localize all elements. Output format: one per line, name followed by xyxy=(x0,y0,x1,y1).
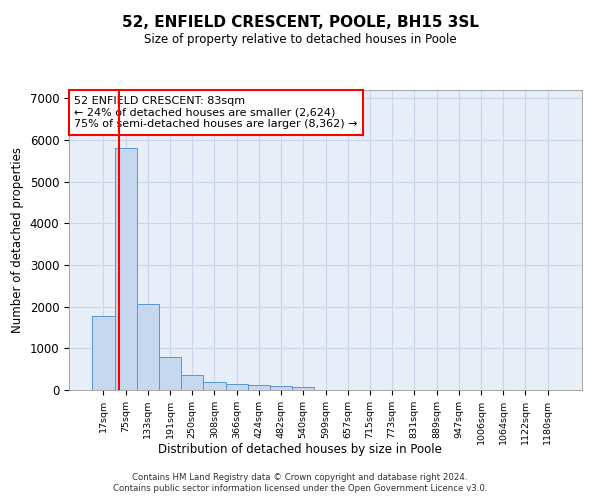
Bar xyxy=(92,316,115,390)
Bar xyxy=(270,386,292,390)
Text: Size of property relative to detached houses in Poole: Size of property relative to detached ho… xyxy=(143,32,457,46)
Text: 52, ENFIELD CRESCENT, POOLE, BH15 3SL: 52, ENFIELD CRESCENT, POOLE, BH15 3SL xyxy=(121,15,479,30)
Bar xyxy=(226,384,248,390)
Text: 52 ENFIELD CRESCENT: 83sqm
← 24% of detached houses are smaller (2,624)
75% of s: 52 ENFIELD CRESCENT: 83sqm ← 24% of deta… xyxy=(74,96,358,129)
Bar xyxy=(115,148,137,390)
Text: Contains HM Land Registry data © Crown copyright and database right 2024.: Contains HM Land Registry data © Crown c… xyxy=(132,472,468,482)
Bar xyxy=(292,386,314,390)
Y-axis label: Number of detached properties: Number of detached properties xyxy=(11,147,24,333)
Bar xyxy=(181,376,203,390)
Bar xyxy=(248,386,270,390)
Bar xyxy=(137,304,159,390)
Bar xyxy=(159,356,181,390)
Text: Distribution of detached houses by size in Poole: Distribution of detached houses by size … xyxy=(158,442,442,456)
Bar xyxy=(203,382,226,390)
Text: Contains public sector information licensed under the Open Government Licence v3: Contains public sector information licen… xyxy=(113,484,487,493)
